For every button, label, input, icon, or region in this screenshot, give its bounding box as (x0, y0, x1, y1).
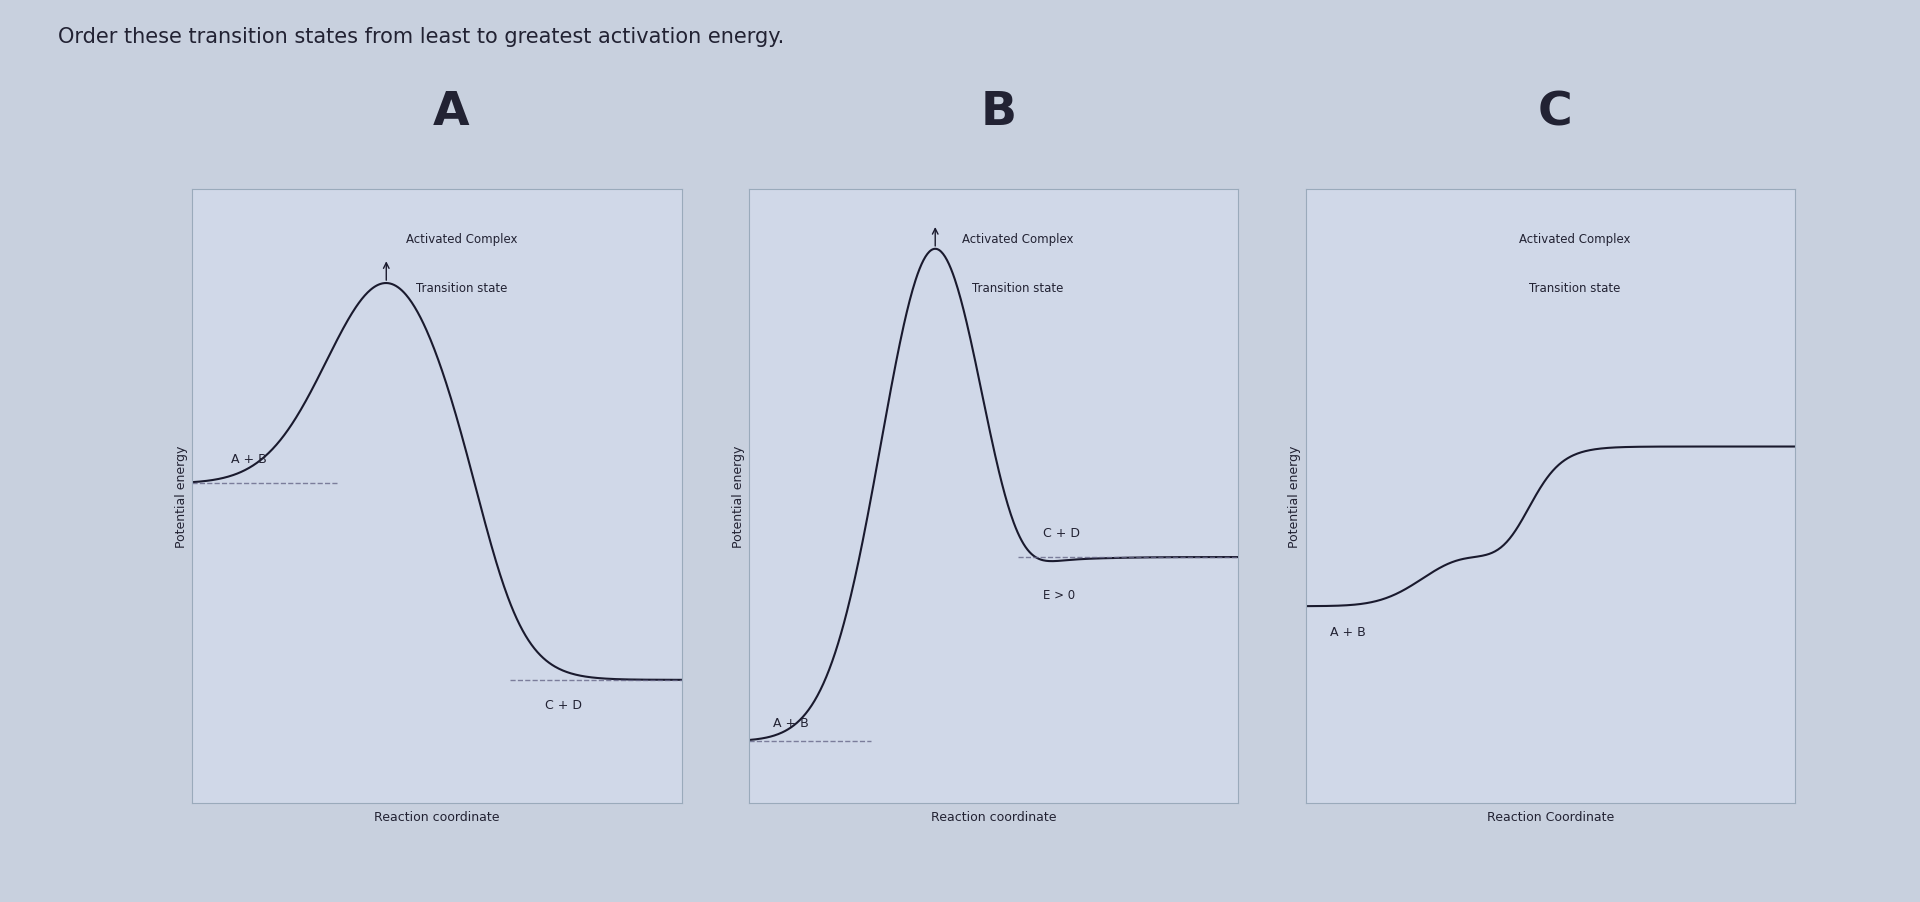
Text: A: A (432, 90, 470, 135)
Text: C + D: C + D (1043, 526, 1079, 539)
Y-axis label: Potential energy: Potential energy (1288, 445, 1302, 548)
Text: Transition state: Transition state (972, 281, 1064, 294)
X-axis label: Reaction coordinate: Reaction coordinate (374, 810, 499, 823)
Y-axis label: Potential energy: Potential energy (175, 445, 188, 548)
Text: Activated Complex: Activated Complex (962, 233, 1073, 245)
Text: C + D: C + D (545, 698, 582, 712)
Text: E > 0: E > 0 (1043, 588, 1075, 601)
Text: Transition state: Transition state (1528, 281, 1620, 294)
Text: Activated Complex: Activated Complex (1519, 233, 1630, 245)
Y-axis label: Potential energy: Potential energy (732, 445, 745, 548)
X-axis label: Reaction Coordinate: Reaction Coordinate (1486, 810, 1615, 823)
Text: A + B: A + B (1331, 625, 1365, 638)
Text: A + B: A + B (230, 453, 267, 465)
X-axis label: Reaction coordinate: Reaction coordinate (931, 810, 1056, 823)
Text: A + B: A + B (774, 716, 808, 729)
Text: Activated Complex: Activated Complex (405, 233, 516, 245)
Text: C: C (1538, 90, 1572, 135)
Text: Transition state: Transition state (415, 281, 507, 294)
Text: B: B (981, 90, 1016, 135)
Text: Order these transition states from least to greatest activation energy.: Order these transition states from least… (58, 27, 783, 47)
